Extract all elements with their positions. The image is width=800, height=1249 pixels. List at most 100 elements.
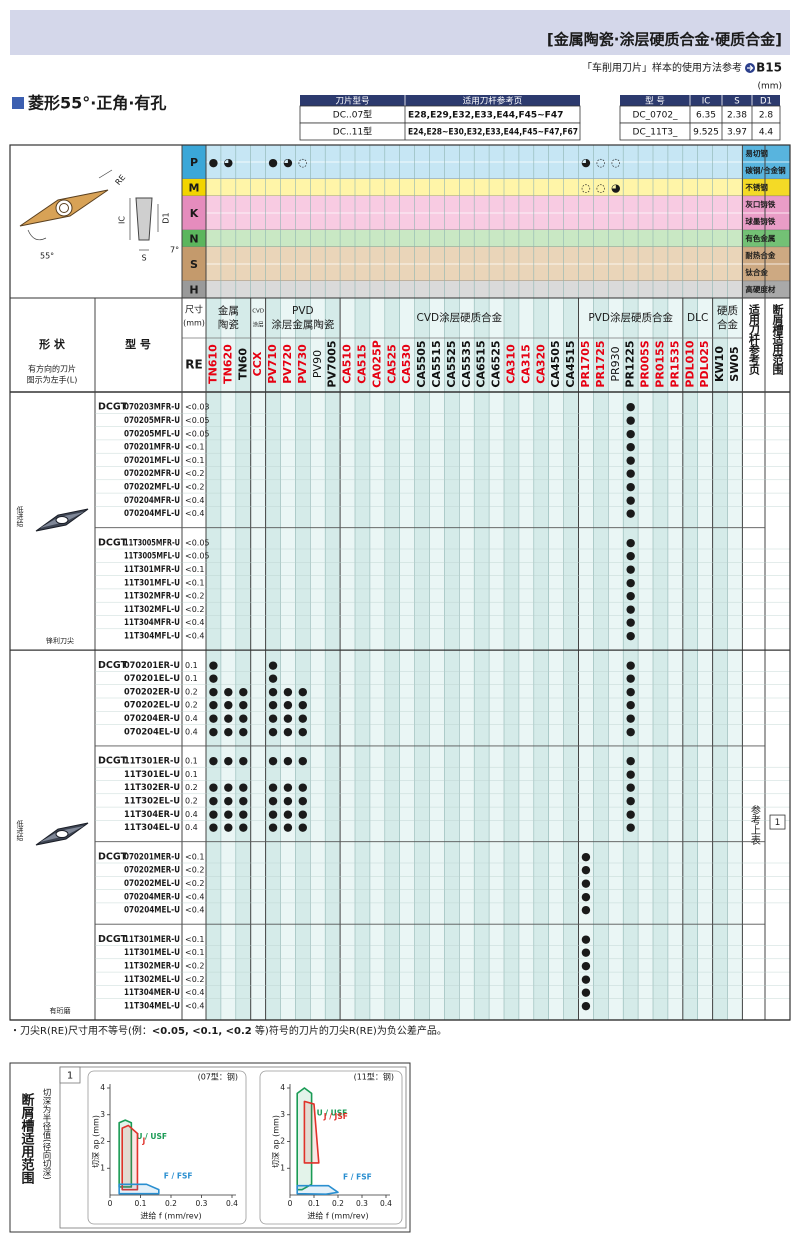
header-shape-note: 有方向的刀片 [28, 364, 76, 374]
suitability-symbol: ◕ [224, 156, 234, 169]
re-value: <0.2 [185, 592, 204, 601]
stock-dot: ● [224, 807, 234, 820]
stock-dot: ● [283, 754, 293, 767]
re-value: 0.1 [185, 757, 198, 766]
material-label: 球墨铸铁 [745, 216, 775, 226]
stock-dot: ● [209, 754, 219, 767]
material-label: 不锈钢 [745, 182, 768, 192]
grade-column-bg [355, 298, 370, 1020]
grade-column-bg [459, 298, 475, 1020]
stock-dot: ● [268, 821, 278, 834]
material-label: 易切钢 [745, 148, 768, 158]
model-number: 070205MFR-U [124, 416, 180, 426]
stock-dot: ● [581, 890, 591, 903]
stock-dot: ● [238, 698, 248, 711]
grade-column-bg [444, 298, 460, 1020]
grade-column-bg [474, 298, 490, 1020]
stock-dot: ● [626, 507, 636, 520]
grade-name: PR1725 [594, 340, 607, 387]
grade-group-label: 陶瓷 [218, 318, 239, 331]
grade-name: PR930 [609, 346, 622, 381]
diagram-label: D1 [162, 212, 171, 223]
table-header-cell: 型 号 [645, 97, 665, 107]
grade-name: PR1705 [579, 340, 592, 387]
grade-name: PV730 [296, 344, 309, 384]
stock-dot: ● [626, 754, 636, 767]
model-number: 070202MFR-U [124, 469, 180, 479]
grade-column-bg [250, 298, 266, 1020]
model-number: 11T302MFR-U [124, 592, 180, 602]
stock-dot: ● [626, 536, 636, 549]
grade-name: PV710 [266, 344, 279, 384]
table-header-cell: 适用刀杆参考页 [463, 96, 523, 107]
stock-dot: ● [238, 754, 248, 767]
table-cell: 6.35 [696, 111, 716, 121]
region [296, 1184, 339, 1195]
model-prefix: DCGT [98, 402, 127, 413]
stock-dot: ● [298, 685, 308, 698]
table-cell: DC..07型 [333, 110, 372, 121]
stock-dot: ● [626, 767, 636, 780]
stock-dot: ● [224, 794, 234, 807]
suitability-symbol: ◌ [611, 156, 621, 169]
grade-name: PDL025 [698, 340, 711, 387]
re-value: <0.1 [185, 443, 204, 452]
stock-dot: ● [238, 685, 248, 698]
suitability-symbol: ◕ [581, 156, 591, 169]
footnote-part: 等)符号的刀片的刀尖R(RE)为负公差产品。 [252, 1024, 447, 1037]
material-label-cell [742, 281, 790, 298]
stock-dot: ● [283, 807, 293, 820]
model-number: 070202MER-U [124, 866, 180, 876]
region-label: F / FSF [343, 1173, 372, 1182]
y-tick-label: 2 [100, 1137, 105, 1146]
shape-side-label: 低进给 [16, 819, 24, 842]
grade-column-bg [578, 298, 594, 1020]
re-value: <0.4 [185, 1001, 204, 1010]
grade-column-bg [623, 298, 639, 1020]
grade-column-bg [667, 298, 683, 1020]
footnote-part: <0.05, <0.1, <0.2 [152, 1026, 252, 1037]
table-cell: 2.38 [727, 111, 747, 121]
table-cell: E24,E28~E30,E32,E33,E44,F45~F47,F67 [408, 128, 578, 138]
stock-dot: ● [268, 754, 278, 767]
stock-dot: ● [209, 658, 219, 671]
re-value: 0.1 [185, 661, 198, 670]
grade-column-bg [384, 298, 400, 1020]
stock-dot: ● [626, 467, 636, 480]
grade-column-bg [518, 298, 534, 1020]
stock-dot: ● [626, 589, 636, 602]
grade-name: CA6515 [475, 340, 488, 387]
y-tick-label: 2 [280, 1137, 285, 1146]
material-code: K [190, 207, 199, 220]
material-label: 耐热合金 [745, 250, 775, 260]
suitability-symbol: ● [209, 156, 219, 169]
stock-dot: ● [581, 986, 591, 999]
grade-column-bg [638, 298, 653, 1020]
model-number: 11T304MFL-U [124, 631, 180, 641]
re-value: 0.4 [185, 714, 198, 723]
stock-dot: ● [626, 658, 636, 671]
stock-dot: ● [209, 685, 219, 698]
stock-dot: ● [626, 480, 636, 493]
stock-dot: ● [626, 549, 636, 562]
grade-group-label: 涂层 [253, 321, 265, 329]
suitability-symbol: ◌ [596, 156, 606, 169]
re-value: 0.1 [185, 770, 198, 779]
breaker-index-box [59, 1066, 81, 1084]
model-number: 11T302MFL-U [124, 605, 180, 615]
stock-dot: ● [268, 725, 278, 738]
suitability-symbol: ● [268, 156, 278, 169]
stock-dot: ● [224, 754, 234, 767]
model-number: 11T304EL-U [124, 823, 180, 833]
grade-column-bg [489, 298, 504, 1020]
stock-dot: ● [626, 711, 636, 724]
header-shape: 形 状 [39, 337, 66, 351]
x-tick-label: 0.3 [356, 1199, 368, 1208]
model-number: 11T301MFR-U [124, 565, 180, 575]
stock-dot: ● [268, 685, 278, 698]
material-code-cell [182, 179, 206, 196]
grade-column-bg [235, 298, 251, 1020]
table-header-cell: D1 [760, 97, 772, 107]
breaker-ref: 1 [775, 818, 781, 828]
model-number: 11T302ER-U [124, 783, 180, 793]
